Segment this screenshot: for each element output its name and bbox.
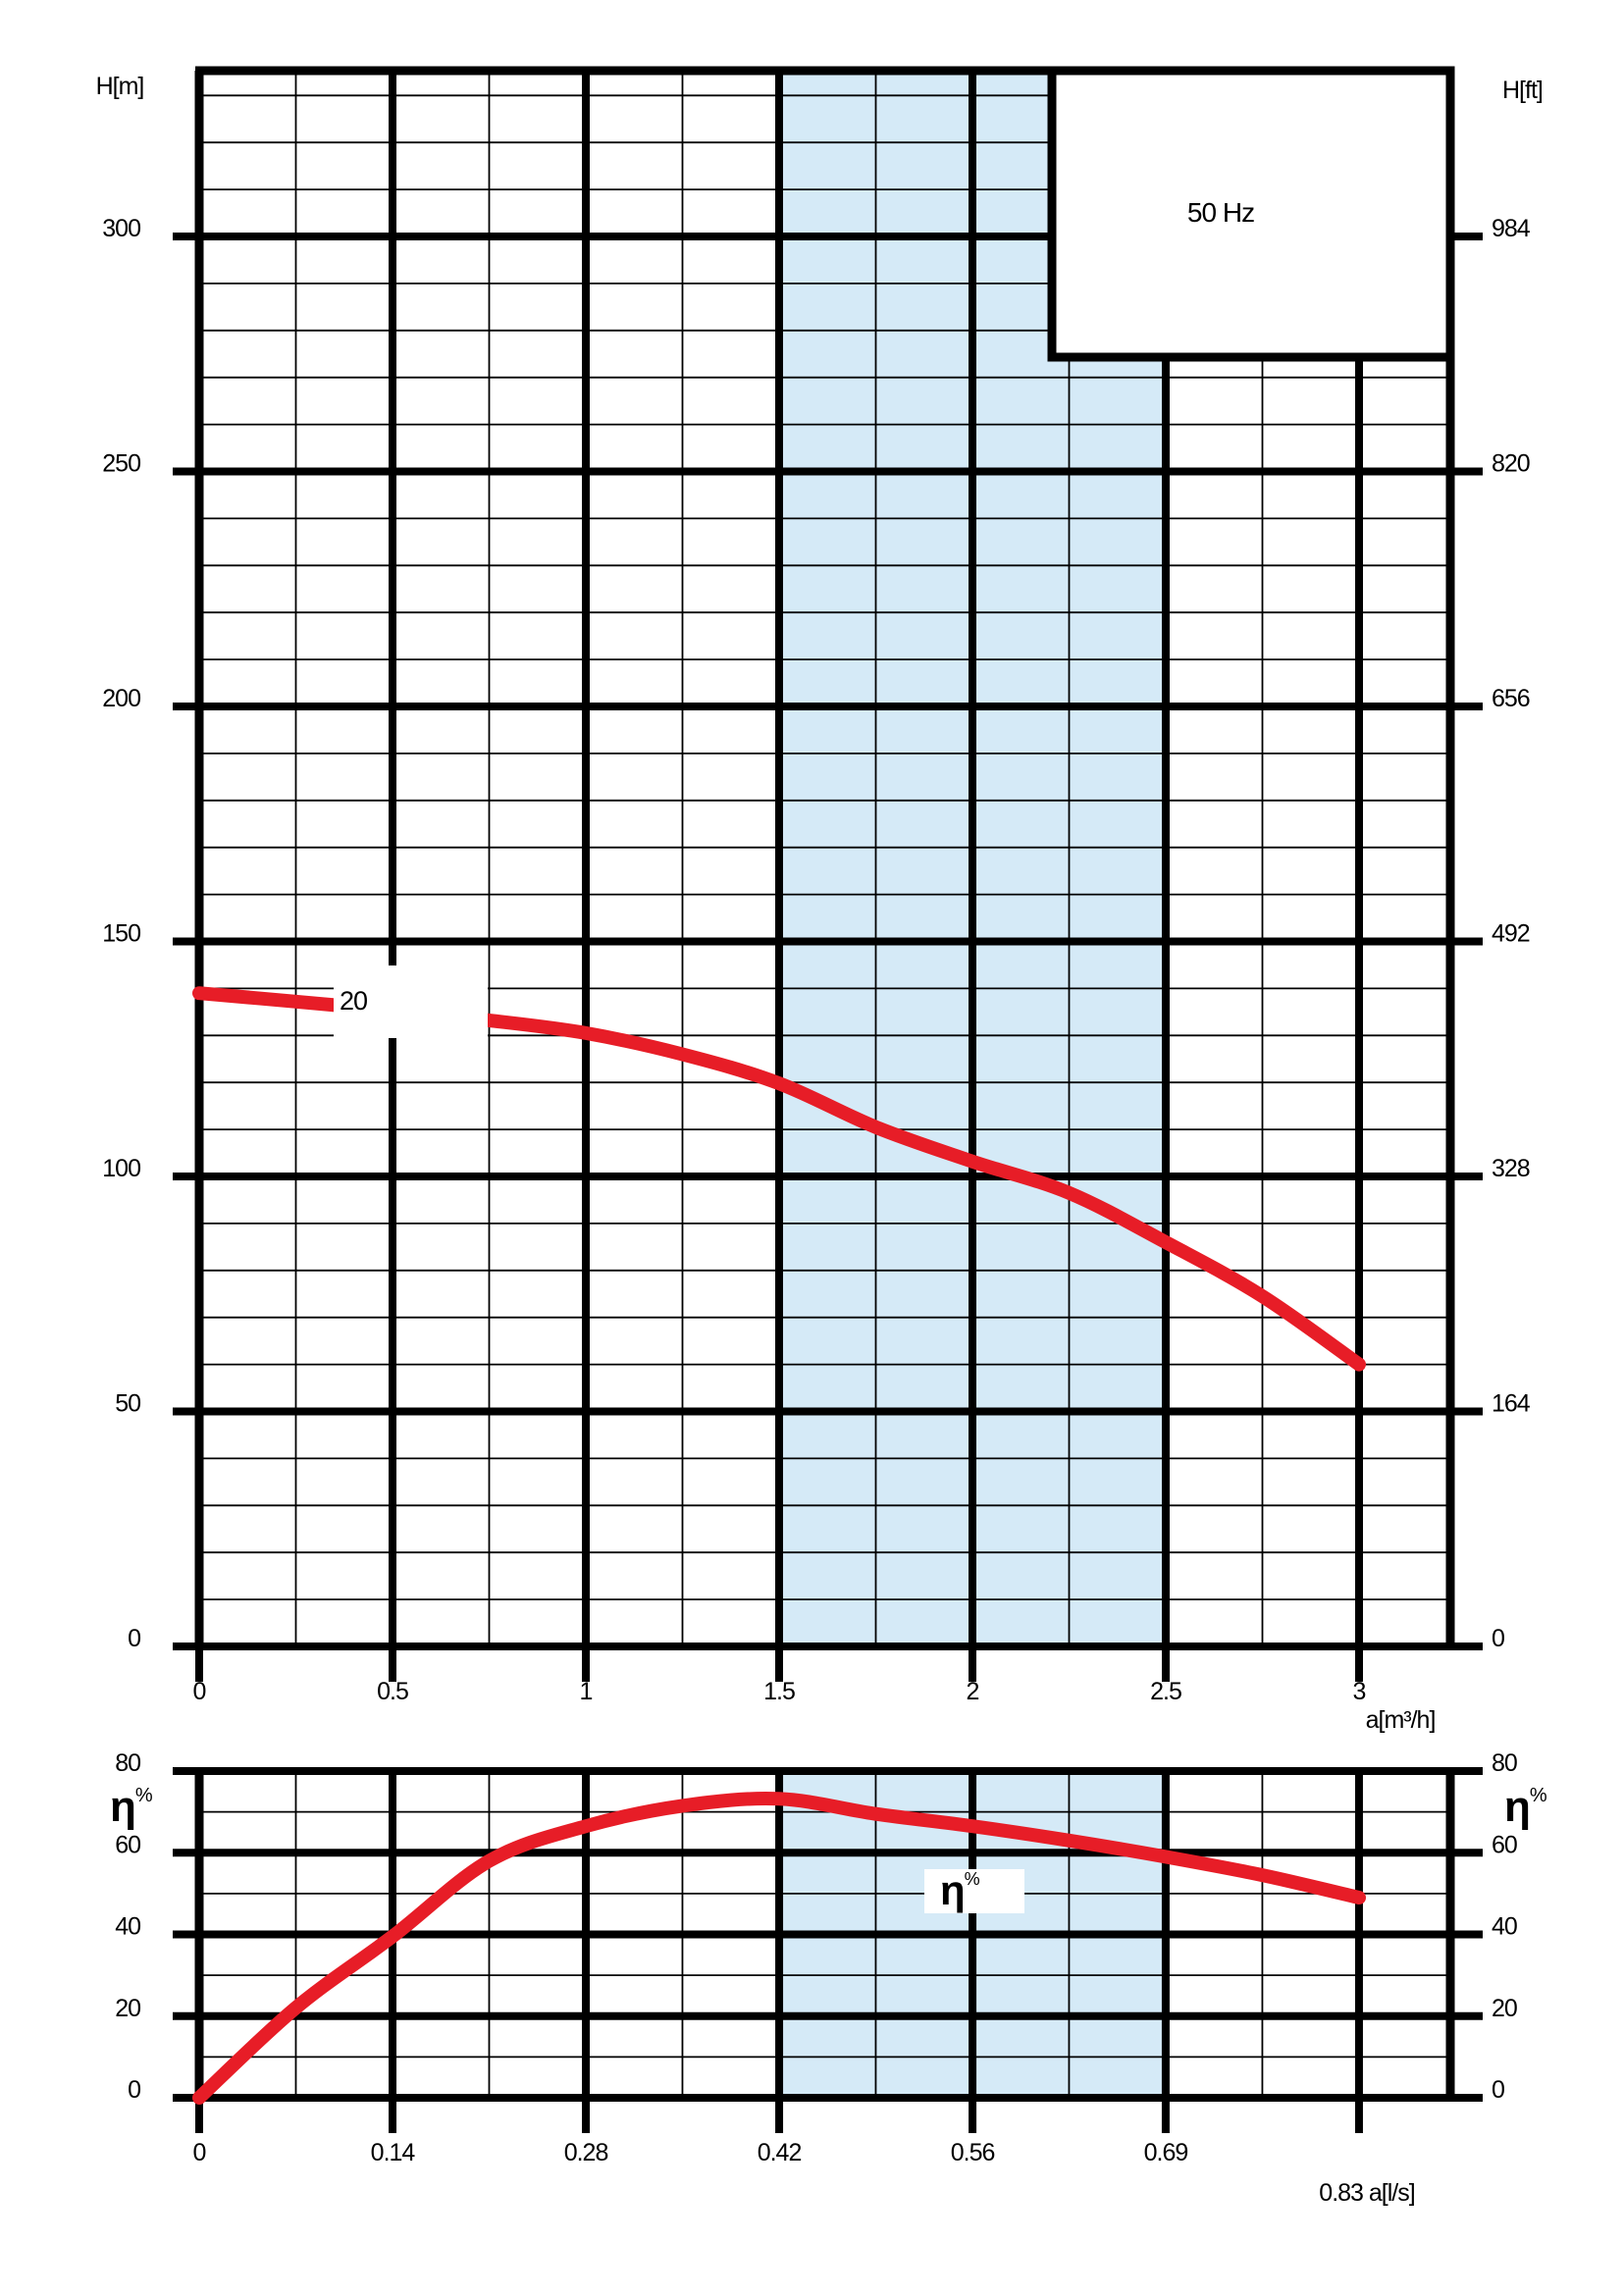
y-tick-label-left: 0: [128, 1625, 140, 1652]
y-tick-label-left: 300: [102, 215, 140, 242]
y-tick-label-left: 200: [102, 685, 140, 712]
y-tick-label-right: 60: [1492, 1831, 1517, 1858]
y-tick-label-left: 100: [102, 1155, 140, 1182]
curve-label-mask: [334, 965, 488, 1038]
x-tick-label: 0.69: [1144, 2139, 1188, 2166]
x-tick-label: 2: [967, 1678, 979, 1705]
y-tick-label-right: 492: [1492, 920, 1530, 948]
x-tick-label: 3: [1353, 1678, 1366, 1705]
y-tick-label-right: 0: [1492, 2076, 1504, 2104]
x-axis-end-label: 0.83 a[l/s]: [1319, 2179, 1414, 2207]
x-tick-label: 1.5: [763, 1678, 795, 1705]
pump-curve-label: 20: [340, 986, 367, 1016]
x-tick-label: 1: [580, 1678, 593, 1705]
x-tick-label: 0: [193, 1678, 206, 1705]
y-tick-label-right: 20: [1492, 1995, 1517, 2022]
y-tick-label-right: 164: [1492, 1390, 1531, 1418]
y-tick-label-right: 656: [1492, 685, 1530, 712]
y-axis-title-right: H[ft]: [1502, 77, 1543, 104]
y-tick-label-left: 20: [115, 1995, 140, 2022]
efficiency-label-box: [924, 1869, 1024, 1913]
x-tick-label: 0.56: [951, 2139, 995, 2166]
x-tick-label: 0.28: [564, 2139, 608, 2166]
y-tick-label-right: 820: [1492, 450, 1530, 478]
y-tick-label-left: 250: [102, 450, 140, 478]
y-tick-label-right: 0: [1492, 1625, 1504, 1652]
eta-axis-title-right: η%: [1504, 1783, 1547, 1831]
y-tick-label-left: 80: [115, 1749, 140, 1777]
y-tick-label-left: 0: [128, 2076, 140, 2104]
y-tick-label-right: 80: [1492, 1749, 1517, 1777]
x-tick-label: 2.5: [1150, 1678, 1181, 1705]
x-axis-title: a[m³/h]: [1366, 1706, 1436, 1734]
x-tick-label: 0.5: [377, 1678, 408, 1705]
x-tick-label: 0.14: [371, 2139, 416, 2166]
efficiency-curve: [192, 1792, 1366, 2105]
y-tick-label-left: 40: [115, 1913, 140, 1941]
frequency-box: [1047, 66, 1455, 362]
y-tick-label-right: 40: [1492, 1913, 1517, 1941]
y-axis-title-left: H[m]: [96, 73, 144, 100]
y-tick-label-right: 984: [1492, 215, 1531, 242]
x-tick-label: 0: [193, 2139, 206, 2166]
y-tick-label-left: 50: [115, 1390, 140, 1418]
eta-axis-title-left: η%: [110, 1783, 153, 1831]
y-tick-label-left: 60: [115, 1831, 140, 1858]
frequency-label: 50 Hz: [1187, 197, 1254, 228]
y-tick-label-right: 328: [1492, 1155, 1530, 1182]
y-tick-label-left: 150: [102, 920, 140, 948]
x-tick-label: 0.42: [758, 2139, 802, 2166]
